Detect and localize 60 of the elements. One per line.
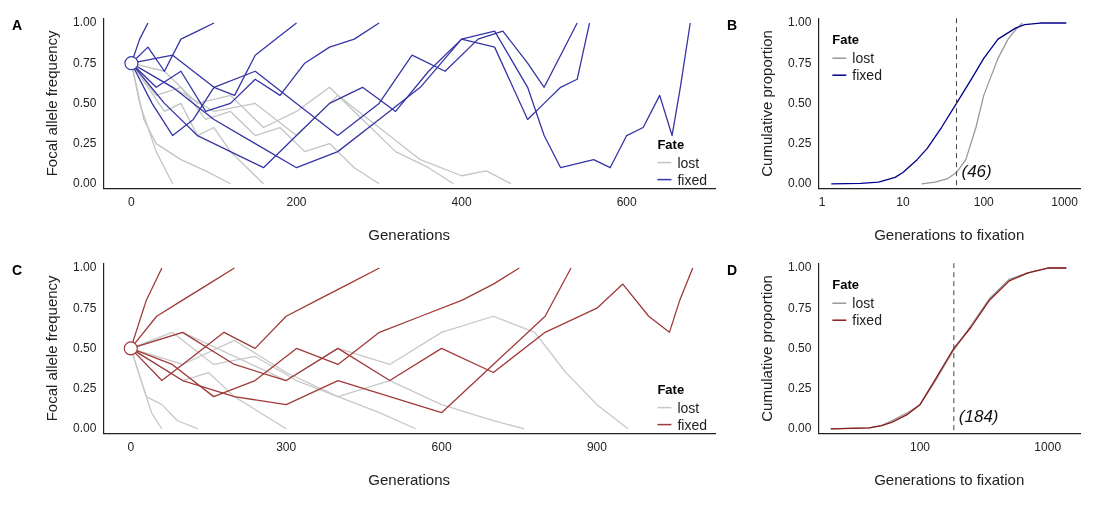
y-tick-label: 0.00 [73,176,97,191]
chart-title: A [12,17,23,34]
legend-label: lost [677,399,700,416]
chart-title: C [12,262,23,279]
y-tick-label: 0.75 [73,55,97,70]
y-tick-label: 0.50 [788,95,812,110]
legend-label: lost [852,295,875,312]
y-tick-label: 0.00 [788,421,812,436]
annotation: (46) [961,161,992,181]
chart-title: D [727,262,738,279]
y-tick-label: 0.25 [788,380,812,395]
legend-label: fixed [852,67,882,84]
x-tick-label: 900 [586,440,608,455]
y-tick-label: 0.50 [73,95,97,110]
x-tick-label: 200 [286,195,307,210]
x-tick-label: 1 [818,195,826,210]
x-tick-label: 1000 [1051,195,1079,210]
y-tick-label: 0.25 [73,380,97,395]
legend-label: fixed [677,171,708,188]
x-tick-label: 400 [451,195,472,210]
y-tick-label: 1.00 [73,15,97,30]
x-tick-label: 1000 [1034,440,1062,455]
y-tick-label: 0.75 [73,300,97,315]
y-axis-title: Cumulative proportion [758,30,776,177]
legend-title: Fate [657,136,685,152]
legend-label: fixed [852,312,882,329]
x-axis-title: Generations to fixation [874,226,1025,244]
y-tick-label: 0.50 [73,340,97,355]
y-tick-label: 1.00 [73,260,97,275]
y-tick-label: 0.75 [788,55,812,70]
y-tick-label: 0.00 [788,176,812,191]
x-tick-label: 0 [128,195,136,210]
x-axis-title: Generations [368,226,451,244]
y-axis-title: Focal allele frequency [43,274,61,422]
y-tick-label: 0.25 [73,135,97,150]
y-tick-label: 0.25 [788,135,812,150]
x-tick-label: 600 [431,440,452,455]
legend-label: lost [852,50,875,67]
legend-title: Fate [832,32,860,48]
legend-label: lost [677,154,700,171]
legend-label: fixed [677,416,708,433]
x-tick-label: 300 [276,440,297,455]
chart-title: B [727,17,738,34]
x-tick-label: 100 [973,195,995,210]
y-axis-title: Cumulative proportion [758,275,776,422]
y-tick-label: 1.00 [788,15,812,30]
x-axis-title: Generations to fixation [874,471,1025,489]
legend-title: Fate [657,381,685,397]
y-tick-label: 1.00 [788,260,812,275]
y-tick-label: 0.50 [788,340,812,355]
x-axis-title: Generations [368,471,451,489]
y-tick-label: 0.00 [73,421,97,436]
y-axis-title: Focal allele frequency [43,29,61,177]
x-tick-label: 0 [127,440,135,455]
annotation: (184) [958,406,999,426]
legend-title: Fate [832,277,860,293]
x-tick-label: 100 [909,440,931,455]
y-tick-label: 0.75 [788,300,812,315]
x-tick-label: 10 [896,195,910,210]
x-tick-label: 600 [616,195,638,210]
